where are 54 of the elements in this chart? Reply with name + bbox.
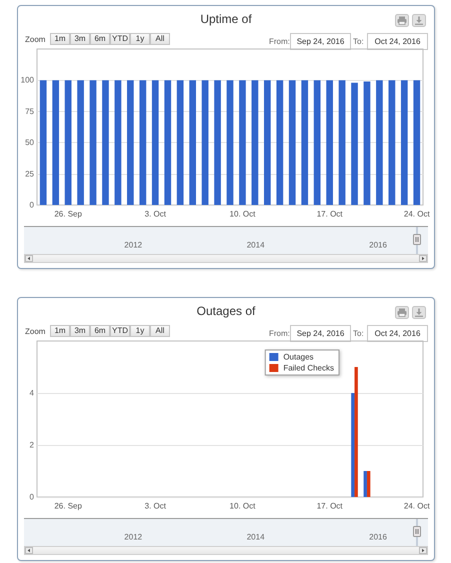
date-field: Oct 24, 2016	[367, 33, 428, 50]
date-field: Oct 24, 2016	[367, 325, 428, 342]
range-button: All	[150, 33, 170, 45]
y-tick-label: 100	[20, 76, 35, 85]
x-tick-label: 26. Sep	[54, 502, 82, 510]
x-tick-label: 24. Oct	[404, 210, 430, 218]
y-tick-label: 0	[30, 200, 35, 210]
bar	[366, 471, 370, 497]
legend-label: Failed Checks	[283, 364, 334, 372]
range-button: 1m	[50, 33, 70, 45]
x2-tick-label: 2014	[246, 240, 266, 250]
x-tick-label: 10. Oct	[230, 502, 256, 510]
x-tick-label: 10. Oct	[230, 210, 256, 218]
bar	[364, 471, 367, 497]
x-tick-label: 3. Oct	[144, 502, 167, 510]
x2-tick-label: 2012	[124, 240, 143, 250]
range-button: 1y	[130, 33, 150, 45]
range-button: YTD	[110, 33, 130, 45]
x-tick-label: 3. Oct	[144, 210, 167, 218]
y-tick-label: 50	[25, 138, 35, 148]
x2-tick-label: 2016	[369, 240, 388, 250]
y-tick-label: 75	[25, 106, 35, 116]
y-tick-label: 0	[30, 492, 35, 502]
chart-title: Uptime of	[199, 12, 253, 26]
bar	[351, 393, 355, 497]
y-tick-label: 2	[30, 440, 35, 450]
text: Zoom	[25, 35, 46, 44]
text: Zoom	[25, 327, 46, 336]
text: From:	[269, 37, 290, 46]
y-tick-label: 4	[30, 388, 35, 398]
range-button: All	[150, 325, 170, 337]
text: To:	[353, 37, 364, 46]
x-tick-label: 17. Oct	[316, 502, 344, 510]
range-button: 6m	[90, 325, 110, 337]
x-tick-label: 26. Sep	[54, 210, 82, 218]
range-button: 6m	[90, 33, 110, 45]
range-button: 1m	[50, 325, 70, 337]
chart-title: Outages of	[196, 304, 256, 318]
text: From:	[269, 329, 290, 338]
date-field: Sep 24, 2016	[290, 325, 351, 342]
x-tick-label: 17. Oct	[316, 210, 344, 218]
x2-tick-label: 2016	[369, 532, 388, 542]
range-button: YTD	[110, 325, 130, 337]
range-button: 1y	[130, 325, 150, 337]
text: To:	[353, 329, 364, 338]
legend-label: Outages	[283, 352, 314, 362]
range-button: 3m	[70, 325, 90, 337]
range-button: 3m	[70, 33, 90, 45]
x2-tick-label: 2014	[246, 532, 266, 542]
x2-tick-label: 2012	[124, 532, 143, 542]
x-tick-label: 24. Oct	[404, 502, 430, 510]
bar	[354, 367, 358, 497]
y-tick-label: 25	[25, 169, 35, 178]
date-field: Sep 24, 2016	[290, 33, 351, 50]
